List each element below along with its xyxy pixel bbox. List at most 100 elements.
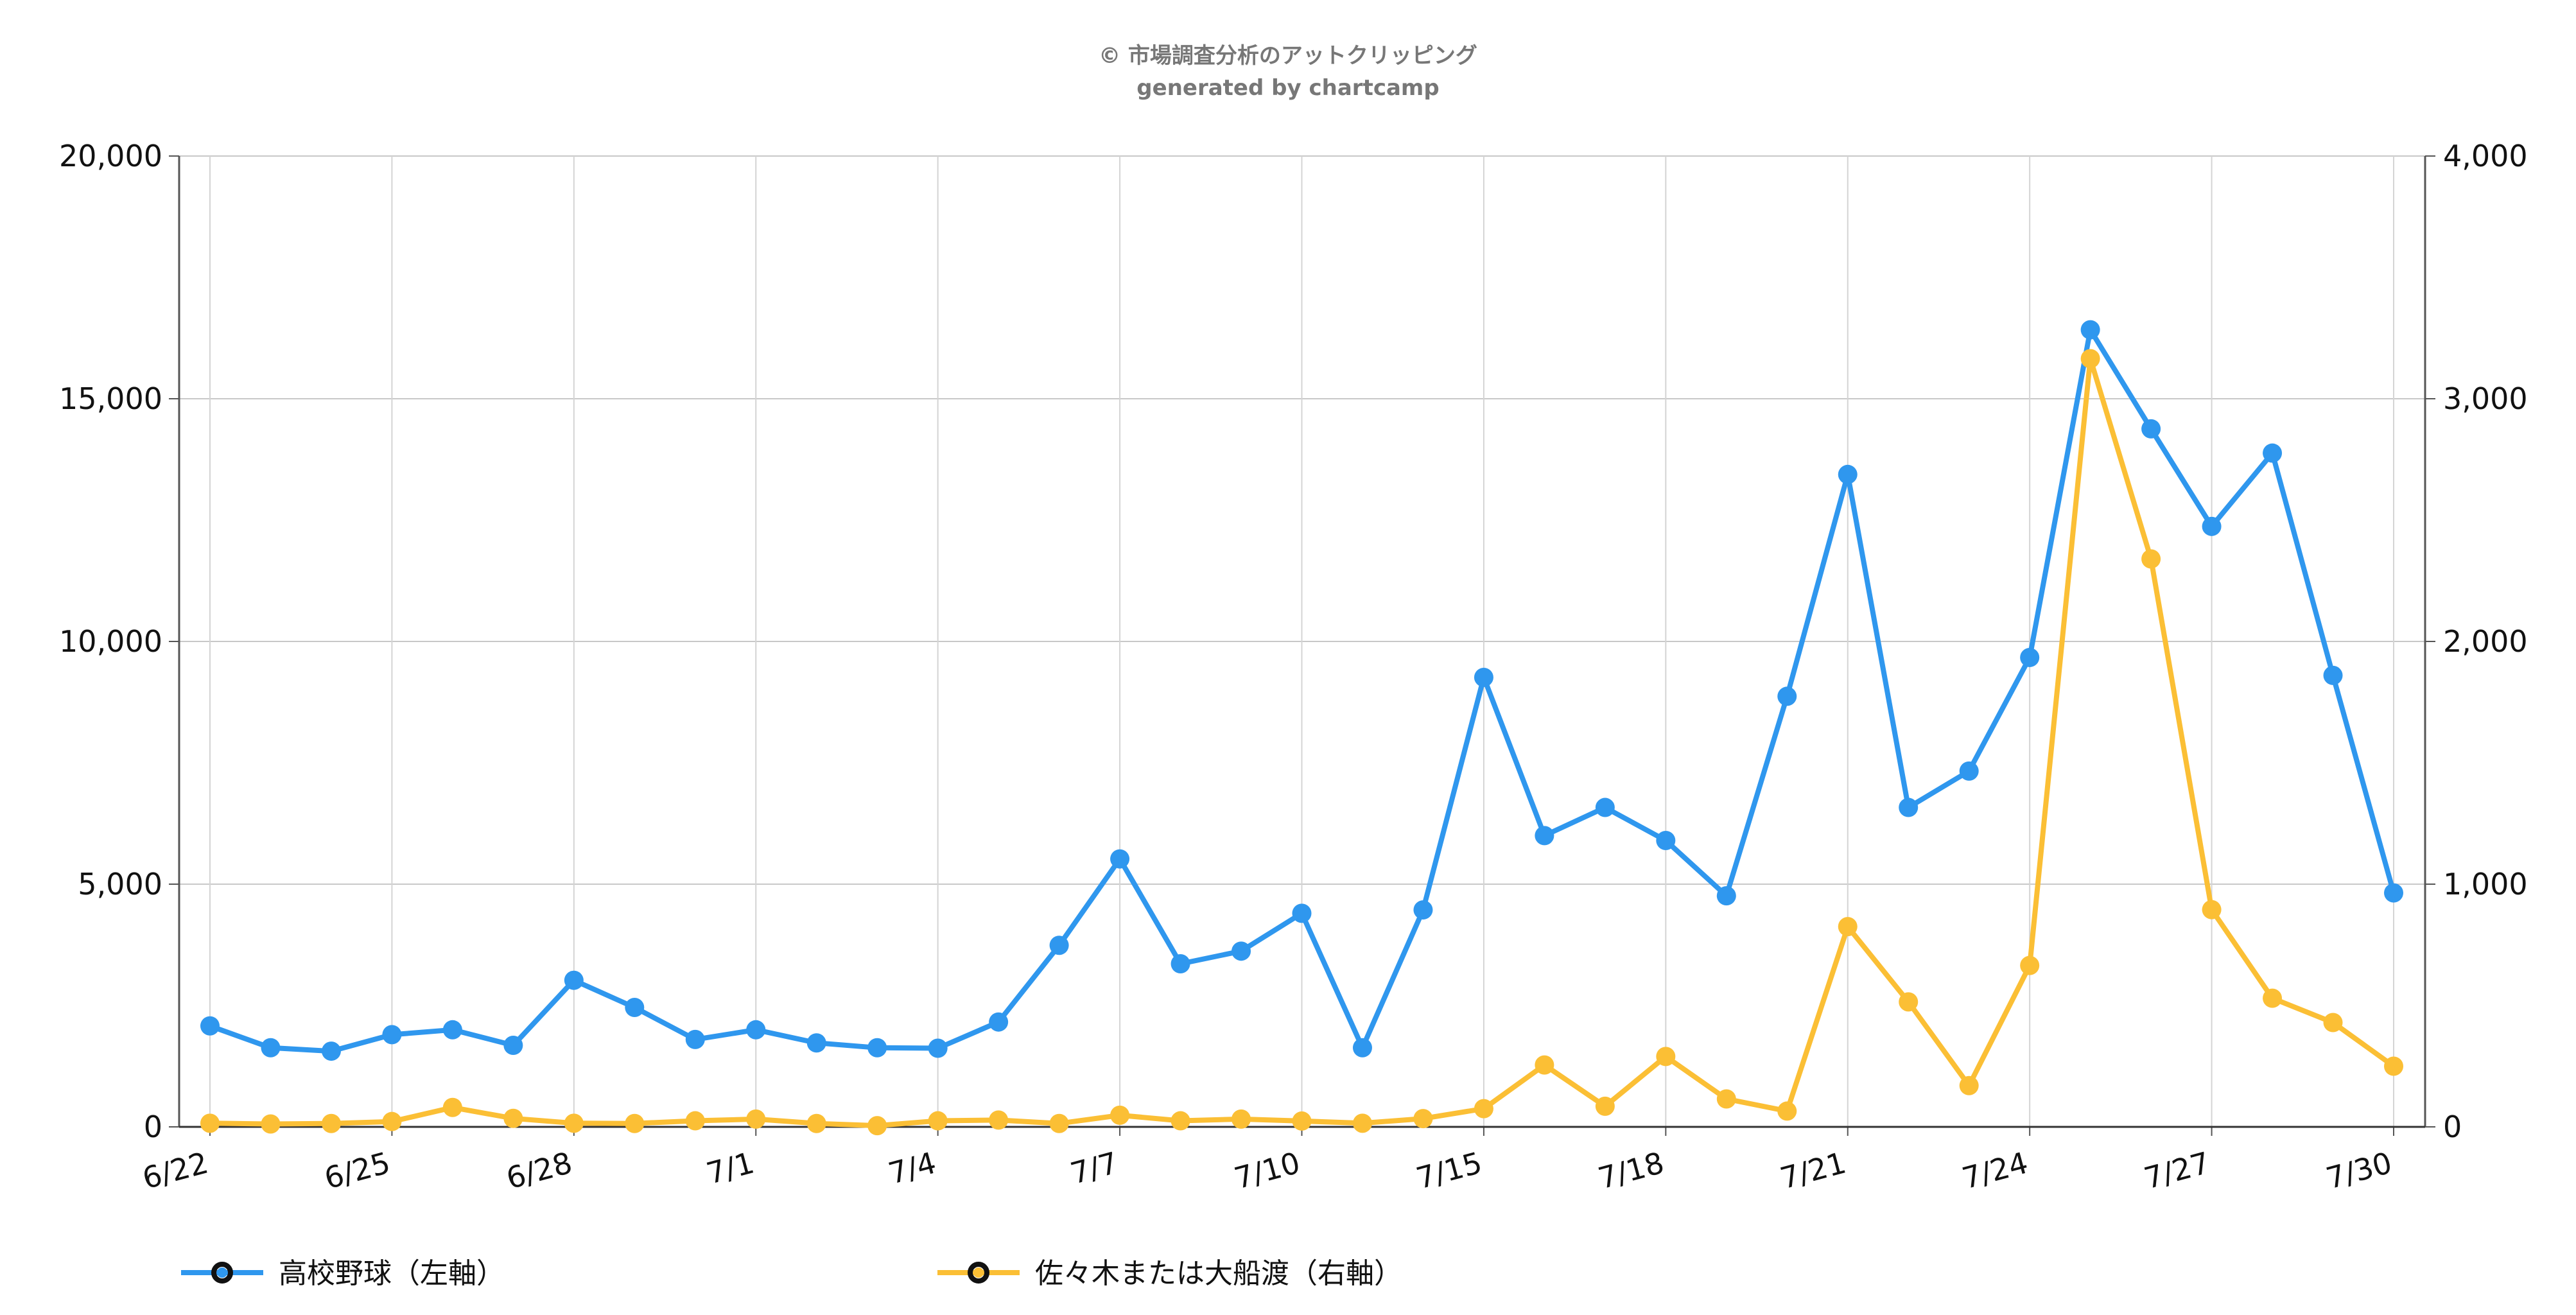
series-1-point <box>685 1029 705 1049</box>
x-tick-label: 7/30 <box>2322 1145 2396 1196</box>
series-2-point <box>1413 1109 1433 1129</box>
series-2-point <box>1474 1099 1493 1119</box>
y-left-tick-label: 5,000 <box>78 867 162 901</box>
x-tick-label: 7/1 <box>703 1145 758 1190</box>
series-1-point <box>2020 647 2040 667</box>
x-tick-label: 7/10 <box>1231 1145 1304 1196</box>
series-2-point <box>1959 1076 1979 1095</box>
series-1-point <box>564 970 584 990</box>
series-1-point <box>382 1025 402 1045</box>
series-2-point <box>1535 1055 1554 1075</box>
series-1-point <box>442 1020 462 1040</box>
series-2-point <box>2080 349 2100 369</box>
series-1-point <box>1352 1038 1372 1058</box>
series-2-point <box>321 1113 341 1133</box>
series-2-point <box>1292 1111 1312 1131</box>
series-2-point <box>1595 1096 1615 1116</box>
y-right-tick-label: 3,000 <box>2443 381 2528 416</box>
series-1-point <box>1474 667 1493 687</box>
series-1-point <box>2202 516 2222 536</box>
series-2-point <box>261 1114 281 1134</box>
x-tick-label: 6/25 <box>320 1145 394 1196</box>
series <box>200 320 2403 1136</box>
series-2-point <box>2384 1056 2403 1076</box>
series-2-point <box>2263 988 2283 1008</box>
y-axis-right-ticks: 4,000 3,000 2,000 1,000 0 <box>2443 139 2528 1144</box>
x-tick-label: 7/7 <box>1066 1145 1121 1190</box>
chart-credit-line1: © 市場調査分析のアットクリッピング <box>1099 43 1477 69</box>
grid <box>179 155 2425 1127</box>
series-1-point <box>928 1038 948 1058</box>
series-1-point <box>1292 903 1312 923</box>
x-tick-label: 7/21 <box>1777 1145 1850 1196</box>
y-axis-left-ticks: 20,000 15,000 10,000 5,000 0 <box>59 139 162 1144</box>
legend-swatch-marker <box>211 1262 233 1284</box>
x-tick-label: 7/24 <box>1958 1145 2032 1196</box>
series-2-point <box>867 1116 887 1136</box>
x-tick-label: 7/4 <box>885 1145 939 1190</box>
series-1-point <box>2384 883 2403 903</box>
series-1-point <box>1838 464 1858 484</box>
y-right-tick-label: 1,000 <box>2443 867 2528 901</box>
series-2-point <box>2323 1013 2343 1032</box>
series-2-point <box>989 1110 1009 1130</box>
legend-swatch-marker-fill <box>217 1267 227 1278</box>
series-2 <box>200 349 2403 1136</box>
series-1-point <box>2323 665 2343 685</box>
series-1-point <box>1413 900 1433 920</box>
x-tick-label: 7/18 <box>1594 1145 1667 1196</box>
series-2-point <box>806 1113 826 1133</box>
chart-credit-line2: generated by chartcamp <box>1136 75 1439 101</box>
series-2-point <box>928 1111 948 1131</box>
series-2-point <box>382 1111 402 1131</box>
series-1-point <box>746 1020 766 1040</box>
series-1-point <box>1110 849 1130 869</box>
legend-label-series-1: 高校野球（左軸） <box>279 1257 505 1290</box>
series-2-point <box>1352 1113 1372 1133</box>
series-2-point <box>1838 917 1858 937</box>
series-1-point <box>503 1035 523 1055</box>
series-1-point <box>1959 761 1979 781</box>
series-1 <box>200 320 2403 1061</box>
series-2-point <box>564 1113 584 1133</box>
series-2-point <box>442 1097 462 1117</box>
y-right-tick-label: 2,000 <box>2443 624 2528 659</box>
series-2-point <box>1231 1109 1251 1129</box>
series-1-point <box>806 1033 826 1053</box>
series-2-point <box>2020 955 2040 975</box>
series-1-point <box>1049 936 1069 955</box>
series-2-point <box>685 1111 705 1131</box>
series-2-point <box>1110 1105 1130 1125</box>
series-2-point <box>1716 1089 1736 1109</box>
series-2-point <box>1777 1101 1797 1121</box>
series-1-point <box>989 1012 1009 1032</box>
series-1-point <box>2263 443 2283 463</box>
series-2-point <box>2202 900 2222 919</box>
series-1-point <box>1777 686 1797 706</box>
y-right-tick-label: 0 <box>2443 1110 2462 1144</box>
series-1-point <box>1171 954 1190 973</box>
y-left-tick-label: 0 <box>144 1110 162 1144</box>
series-2-point <box>200 1113 220 1133</box>
series-2-point <box>503 1108 523 1128</box>
x-tick-label: 6/28 <box>503 1145 576 1196</box>
series-1-point <box>2141 419 2161 439</box>
x-tick-label: 6/22 <box>139 1145 212 1196</box>
y-left-tick-label: 15,000 <box>59 381 162 416</box>
series-2-point <box>1049 1113 1069 1133</box>
x-axis-ticks: 6/22 6/25 6/28 7/1 7/4 7/7 7/10 7/15 7/18 7/21 7/2… <box>139 1145 2396 1196</box>
series-1-point <box>1656 830 1676 850</box>
series-1-point <box>2080 320 2100 340</box>
series-1-point <box>1231 941 1251 961</box>
legend-item-series-1[interactable]: 高校野球（左軸） <box>181 1257 505 1290</box>
y-left-tick-label: 20,000 <box>59 139 162 173</box>
series-1-point <box>321 1041 341 1061</box>
y-left-tick-label: 10,000 <box>59 624 162 659</box>
series-1-point <box>261 1038 281 1058</box>
legend-item-series-2[interactable]: 佐々木または大船渡（右軸） <box>937 1257 1402 1290</box>
legend-swatch-marker <box>968 1262 989 1284</box>
series-1-point <box>867 1038 887 1058</box>
x-tick-label: 7/15 <box>1413 1145 1486 1196</box>
series-2-point <box>625 1113 645 1133</box>
